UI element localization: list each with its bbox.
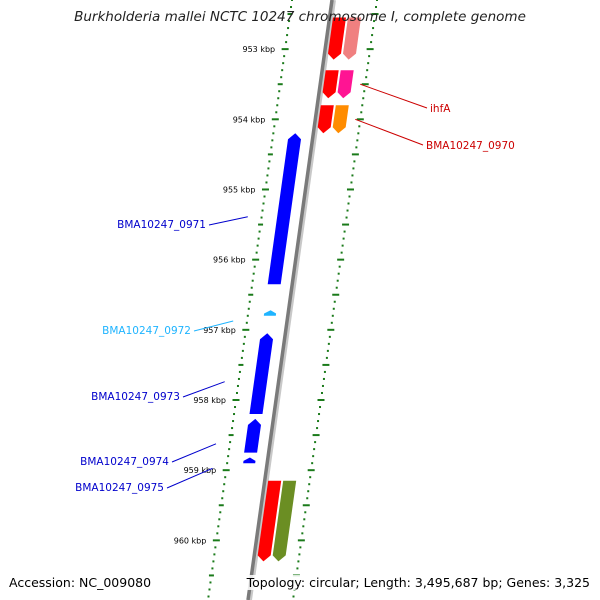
- ruler-tick-label: 953 kbp: [243, 45, 276, 54]
- gene-label[interactable]: ihfA: [430, 103, 451, 115]
- ruler-tick-label: 956 kbp: [213, 256, 246, 265]
- ruler-ticks: 953 kbp 954 kbp 955 kbp 956 kbp 957 kbp 958 k…: [174, 0, 379, 598]
- gene-label[interactable]: BMA10247_0972: [102, 325, 191, 337]
- gene-label[interactable]: BMA10247_0974: [80, 456, 169, 468]
- ruler-tick-label: 957 kbp: [203, 326, 236, 335]
- reverse-gene-arrow[interactable]: [263, 310, 277, 316]
- gene-label-leader: [193, 320, 234, 332]
- reverse-gene-arrow[interactable]: [244, 418, 261, 453]
- ruler-tick-label: 960 kbp: [174, 536, 207, 545]
- gene-label-leader: [182, 381, 225, 398]
- gene-label[interactable]: BMA10247_0971: [117, 219, 206, 231]
- genome-summary-text: Topology: circular; Length: 3,495,687 bp…: [246, 575, 590, 590]
- ruler-tick-label: 958 kbp: [193, 396, 226, 405]
- reverse-gene-arrow[interactable]: [243, 457, 256, 464]
- gene-label-leader: [208, 216, 248, 226]
- reverse-gene-arrow[interactable]: [249, 333, 274, 414]
- gene-color-band: [272, 480, 297, 562]
- gene-labels: ihfA BMA10247_0970 BMA10247_0971 BMA10247_0…: [75, 83, 515, 494]
- forward-gene-arrow[interactable]: [322, 70, 339, 99]
- gene-features: [243, 17, 361, 562]
- ruler-tick-label: 959 kbp: [184, 466, 217, 475]
- ruler-tick-label: 955 kbp: [223, 185, 256, 194]
- gene-color-band: [343, 17, 361, 60]
- gene-color-band: [332, 105, 349, 134]
- gene-label[interactable]: BMA10247_0975: [75, 482, 164, 494]
- gene-label-leader: [360, 83, 428, 109]
- gene-label-leader: [171, 443, 217, 463]
- ruler-tick-label: 954 kbp: [233, 115, 266, 124]
- gene-label-leader: [166, 467, 213, 489]
- forward-gene-arrow[interactable]: [317, 105, 334, 134]
- gene-label[interactable]: BMA10247_0970: [426, 140, 515, 152]
- backbone-line: [246, 0, 334, 600]
- forward-gene-arrow[interactable]: [328, 17, 346, 60]
- reverse-gene-arrow[interactable]: [267, 133, 301, 285]
- accession-text: Accession: NC_009080: [9, 575, 152, 590]
- gene-label-leader: [355, 118, 424, 146]
- map-title: Burkholderia mallei NCTC 10247 chromosom…: [74, 9, 526, 25]
- gene-label[interactable]: BMA10247_0973: [91, 391, 180, 403]
- chromosome-backbone: [246, 0, 336, 600]
- gene-color-band: [337, 70, 354, 99]
- forward-gene-arrow[interactable]: [257, 480, 282, 562]
